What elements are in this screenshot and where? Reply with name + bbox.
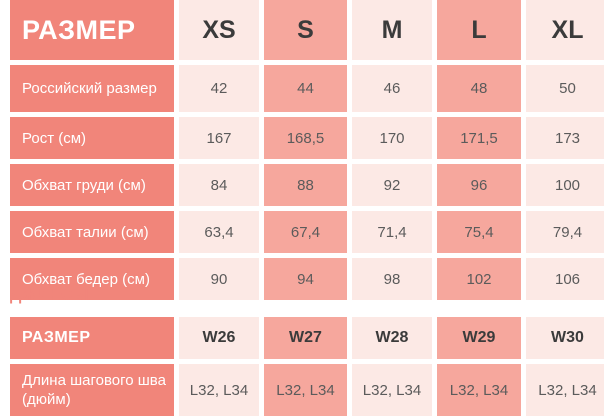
size-header-m: M [352,0,432,60]
row-label-russian-size: Российский размер [10,65,174,112]
table-cell: 48 [437,65,521,112]
table-cell: 168,5 [264,117,347,159]
row-label-chest: Обхват груди (см) [10,164,174,206]
size-header-xs: XS [179,0,259,60]
table-cell: 50 [526,65,604,112]
table-cell: 171,5 [437,117,521,159]
table-cell: 90 [179,258,259,300]
table-cell: L32, L34 [526,364,604,416]
table-cell: 173 [526,117,604,159]
jeans-table: РАЗМЕР W26 W27 W28 W29 W30 Длина шаговог… [10,317,604,416]
table-cell: 75,4 [437,211,521,253]
size-table: РАЗМЕР XS S M L XL Российский размер 42 … [10,0,604,300]
table-cell: 67,4 [264,211,347,253]
jeans-header-w29: W29 [437,317,521,359]
table-cell: 100 [526,164,604,206]
jeans-header-w28: W28 [352,317,432,359]
table-cell: L32, L34 [437,364,521,416]
row-label-hips: Обхват бедер (см) [10,258,174,300]
table-cell: 92 [352,164,432,206]
table-cell: L32, L34 [352,364,432,416]
table-cell: 63,4 [179,211,259,253]
table-cell: L32, L34 [179,364,259,416]
table-cell: 102 [437,258,521,300]
table-cell: 88 [264,164,347,206]
size-header-l: L [437,0,521,60]
table-cell: 106 [526,258,604,300]
table-cell: 71,4 [352,211,432,253]
row-label-height: Рост (см) [10,117,174,159]
table-cell: 42 [179,65,259,112]
table-cell: 46 [352,65,432,112]
size-header-s: S [264,0,347,60]
table-cell: 44 [264,65,347,112]
table-cell: 84 [179,164,259,206]
size-table-title: РАЗМЕР [10,0,174,60]
table-cell: 170 [352,117,432,159]
table-cell: 94 [264,258,347,300]
jeans-section-title: ДЖИНСЫ [10,287,90,304]
row-label-waist: Обхват талии (см) [10,211,174,253]
jeans-table-title: РАЗМЕР [10,317,174,359]
table-cell: L32, L34 [264,364,347,416]
jeans-header-w26: W26 [179,317,259,359]
row-label-inseam: Длина шагового шва (дюйм) [10,364,174,416]
jeans-header-w30: W30 [526,317,604,359]
table-cell: 98 [352,258,432,300]
table-cell: 79,4 [526,211,604,253]
table-cell: 167 [179,117,259,159]
table-cell: 96 [437,164,521,206]
size-header-xl: XL [526,0,604,60]
jeans-header-w27: W27 [264,317,347,359]
